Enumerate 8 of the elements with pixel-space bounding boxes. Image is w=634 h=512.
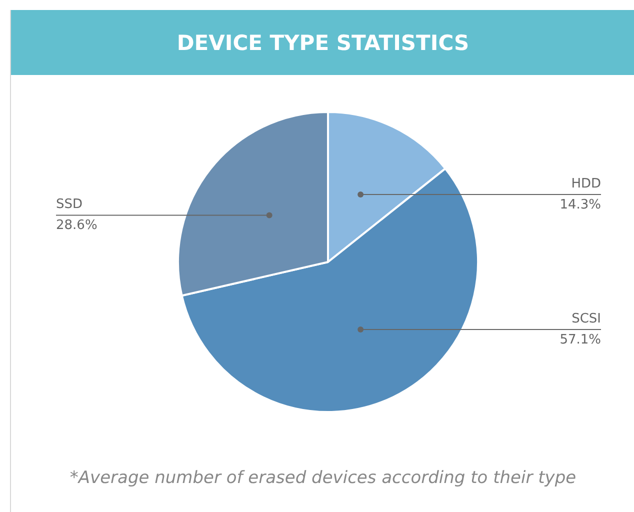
slice-label: SCSI bbox=[572, 311, 601, 326]
data-label: 57.1% bbox=[560, 332, 601, 348]
data-label: 14.3% bbox=[560, 197, 601, 212]
data-label: 28.6% bbox=[56, 218, 98, 234]
slice-label: HDD bbox=[571, 176, 601, 192]
chart-title: DEVICE TYPE STATISTICS bbox=[11, 10, 634, 75]
slice-label: SSD bbox=[56, 197, 83, 212]
text: *Average number of erased devices according to their type bbox=[68, 468, 578, 488]
